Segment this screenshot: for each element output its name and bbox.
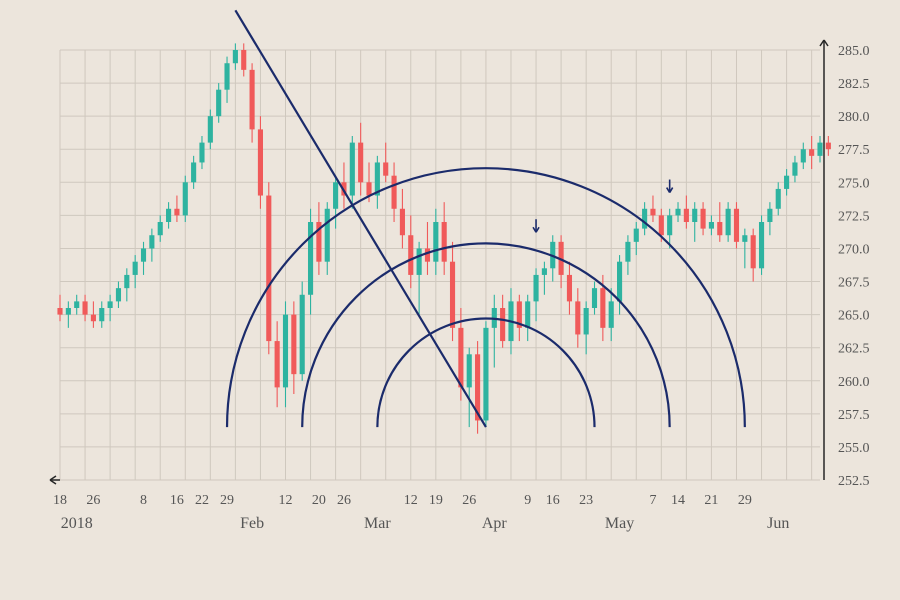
svg-text:Apr: Apr bbox=[482, 515, 508, 532]
candlestick-chart: 252.5 255.0 257.5 260.0 262.5 265.0 267.5 270.0… bbox=[0, 0, 900, 600]
svg-text:8: 8 bbox=[140, 493, 147, 508]
svg-text:16: 16 bbox=[546, 493, 560, 508]
svg-text:252.5: 252.5 bbox=[838, 474, 870, 489]
svg-text:May: May bbox=[605, 515, 634, 532]
svg-text:14: 14 bbox=[671, 493, 685, 508]
svg-text:270.0: 270.0 bbox=[838, 242, 870, 257]
svg-text:7: 7 bbox=[649, 493, 656, 508]
svg-text:12: 12 bbox=[404, 493, 418, 508]
svg-text:272.5: 272.5 bbox=[838, 209, 870, 224]
svg-text:275.0: 275.0 bbox=[838, 176, 870, 191]
chart-container: 252.5 255.0 257.5 260.0 262.5 265.0 267.5 270.0… bbox=[0, 0, 900, 600]
svg-text:257.5: 257.5 bbox=[838, 408, 870, 423]
svg-text:267.5: 267.5 bbox=[838, 276, 870, 291]
svg-text:26: 26 bbox=[86, 493, 100, 508]
svg-text:265.0: 265.0 bbox=[838, 309, 870, 324]
svg-text:280.0: 280.0 bbox=[838, 110, 870, 125]
svg-text:20: 20 bbox=[312, 493, 326, 508]
svg-text:21: 21 bbox=[704, 493, 718, 508]
svg-text:255.0: 255.0 bbox=[838, 441, 870, 456]
svg-text:2018: 2018 bbox=[61, 515, 93, 532]
svg-text:Mar: Mar bbox=[364, 515, 391, 532]
svg-text:16: 16 bbox=[170, 493, 184, 508]
svg-text:Feb: Feb bbox=[240, 515, 264, 532]
svg-text:26: 26 bbox=[462, 493, 476, 508]
svg-text:29: 29 bbox=[738, 493, 752, 508]
svg-text:262.5: 262.5 bbox=[838, 342, 870, 357]
svg-text:26: 26 bbox=[337, 493, 351, 508]
svg-text:23: 23 bbox=[579, 493, 593, 508]
svg-text:9: 9 bbox=[524, 493, 531, 508]
svg-text:260.0: 260.0 bbox=[838, 375, 870, 390]
svg-text:12: 12 bbox=[278, 493, 292, 508]
svg-text:29: 29 bbox=[220, 493, 234, 508]
svg-text:19: 19 bbox=[429, 493, 443, 508]
svg-text:22: 22 bbox=[195, 493, 209, 508]
svg-text:Jun: Jun bbox=[767, 515, 789, 532]
svg-text:285.0: 285.0 bbox=[838, 44, 870, 59]
svg-text:282.5: 282.5 bbox=[838, 77, 870, 92]
svg-text:277.5: 277.5 bbox=[838, 143, 870, 158]
svg-text:18: 18 bbox=[53, 493, 67, 508]
